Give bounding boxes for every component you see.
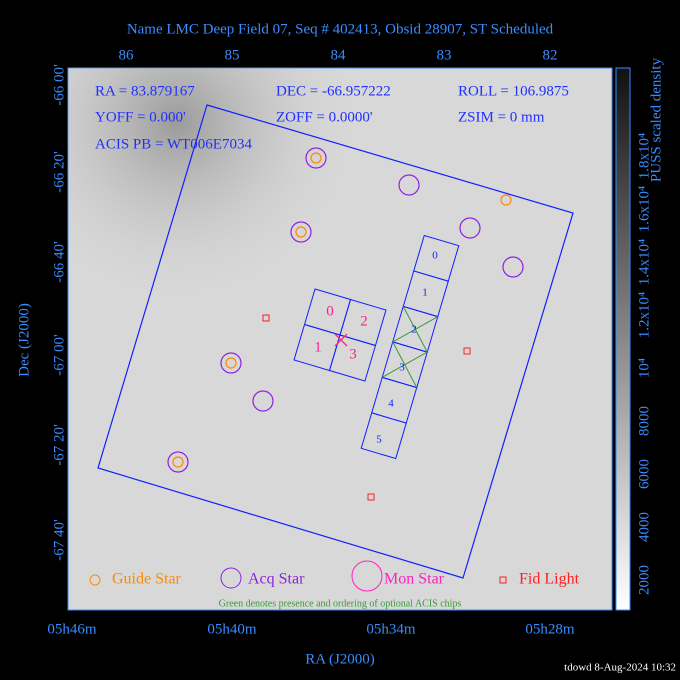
bottom-tick-label: 05h40m: [207, 621, 257, 637]
info-text: ZOFF = 0.0000': [276, 109, 373, 125]
left-tick-label: -67 40': [51, 519, 67, 561]
legend-label: Guide Star: [112, 571, 182, 588]
y-title: Dec (J2000): [16, 303, 32, 377]
aimpoint: [334, 333, 348, 347]
info-text: ROLL = 106.9875: [458, 83, 569, 99]
info-text: YOFF = 0.000': [95, 109, 186, 125]
colorbar-tick-label: 10⁴: [636, 358, 652, 378]
left-tick-label: -66 00': [51, 64, 67, 106]
fid-lights: [262, 314, 471, 501]
footer: tdowd 8-Aug-2024 10:32: [564, 662, 676, 674]
guide-stars: [172, 152, 512, 468]
chip: [360, 412, 407, 460]
top-tick-label: 86: [119, 47, 135, 63]
s-chip-label: 5: [376, 434, 382, 446]
i-chip-label: 0: [326, 303, 334, 319]
colorbar-tick-label: 1.6x10⁴: [636, 186, 652, 232]
colorbar-tick-label: 1.4x10⁴: [636, 239, 652, 285]
colorbar-tick-label: 1.2x10⁴: [636, 292, 652, 338]
chip: [328, 334, 377, 382]
s-chip-label: 2: [411, 324, 417, 336]
title: Name LMC Deep Field 07, Seq # 402413, Ob…: [127, 21, 554, 37]
info-text: DEC = -66.957222: [276, 83, 391, 99]
info-text: RA = 83.879167: [95, 83, 195, 99]
i-array: [293, 288, 387, 382]
i-chip-label: 2: [360, 313, 368, 329]
legend-symbols: [89, 560, 507, 592]
colorbar-tick-label: 2000: [636, 565, 652, 595]
colorbar-tick-label: 6000: [636, 459, 652, 489]
bottom-tick-label: 05h28m: [525, 621, 575, 637]
info-text: ACIS PB = WT006E7034: [95, 136, 252, 152]
note: Green denotes presence and ordering of o…: [219, 598, 462, 609]
optional-chip-mark: [381, 306, 439, 388]
legend-label: Acq Star: [248, 571, 305, 588]
s-chip-label: 1: [422, 287, 428, 299]
left-tick-label: -66 40': [51, 241, 67, 283]
i-chip-label: 1: [314, 339, 322, 355]
bottom-tick-label: 05h34m: [366, 621, 416, 637]
top-tick-label: 84: [331, 47, 347, 63]
s-array: [360, 234, 460, 460]
top-tick-label: 85: [225, 47, 240, 63]
colorbar-title: PUSS scaled density: [648, 57, 664, 182]
legend-label: Mon Star: [384, 571, 445, 588]
left-tick-label: -66 20': [51, 151, 67, 193]
s-chip-label: 4: [388, 398, 394, 410]
colorbar: [615, 67, 631, 611]
legend-label: Fid Light: [519, 571, 580, 588]
acq-stars: [167, 147, 524, 473]
left-tick-label: -67 00': [51, 334, 67, 376]
s-chip-label: 0: [432, 250, 438, 262]
info-text: ZSIM = 0 mm: [458, 109, 545, 125]
colorbar-tick-label: 8000: [636, 406, 652, 436]
left-tick-label: -67 20': [51, 424, 67, 466]
field-of-view: [97, 104, 574, 579]
colorbar-tick-label: 1.8x10⁴: [636, 133, 652, 179]
s-chip-label: 3: [399, 362, 405, 374]
top-tick-label: 82: [543, 47, 558, 63]
colorbar-tick-label: 4000: [636, 512, 652, 542]
top-tick-label: 83: [437, 47, 452, 63]
i-chip-label: 3: [349, 346, 357, 362]
bottom-tick-label: 05h46m: [47, 621, 97, 637]
x-title: RA (J2000): [305, 651, 375, 667]
